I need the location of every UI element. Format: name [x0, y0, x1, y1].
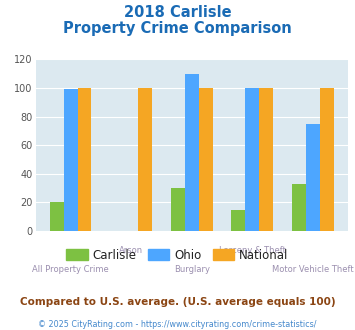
Text: Burglary: Burglary: [174, 265, 210, 274]
Bar: [64, 89, 77, 231]
Text: Motor Vehicle Theft: Motor Vehicle Theft: [272, 265, 354, 274]
Text: Compared to U.S. average. (U.S. average equals 100): Compared to U.S. average. (U.S. average …: [20, 297, 335, 307]
Text: 2018 Carlisle: 2018 Carlisle: [124, 5, 231, 20]
Bar: [259, 88, 273, 231]
Bar: [320, 88, 334, 231]
Bar: [50, 202, 64, 231]
Bar: [77, 88, 92, 231]
Text: © 2025 CityRating.com - https://www.cityrating.com/crime-statistics/: © 2025 CityRating.com - https://www.city…: [38, 320, 317, 329]
Bar: [231, 210, 245, 231]
Text: All Property Crime: All Property Crime: [32, 265, 109, 274]
Text: Larceny & Theft: Larceny & Theft: [219, 247, 286, 255]
Bar: [292, 184, 306, 231]
Bar: [171, 188, 185, 231]
Text: Property Crime Comparison: Property Crime Comparison: [63, 21, 292, 36]
Bar: [185, 74, 199, 231]
Text: Arson: Arson: [119, 247, 143, 255]
Bar: [138, 88, 152, 231]
Legend: Carlisle, Ohio, National: Carlisle, Ohio, National: [62, 244, 293, 266]
Bar: [245, 88, 259, 231]
Bar: [306, 124, 320, 231]
Bar: [199, 88, 213, 231]
